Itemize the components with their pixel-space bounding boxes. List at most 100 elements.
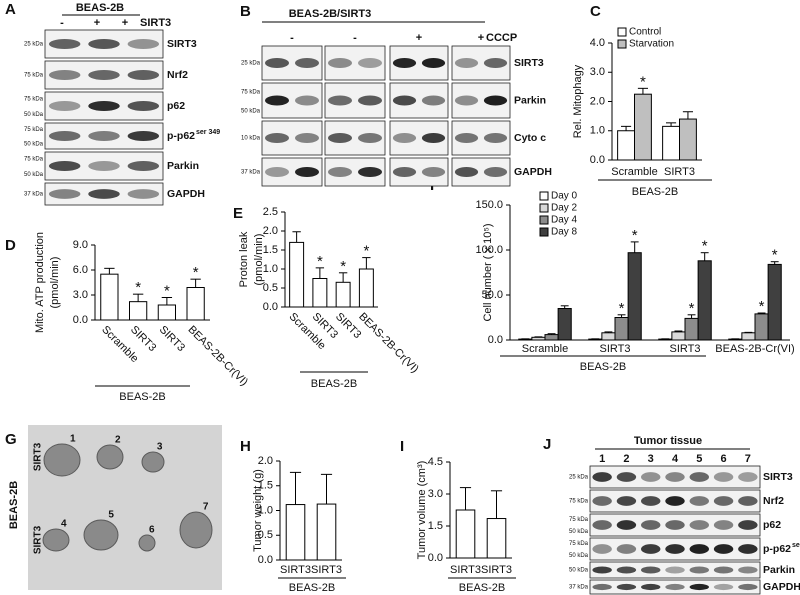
panel-letter: I (400, 438, 404, 455)
legend-label: Control (629, 27, 661, 38)
blot-band (641, 472, 661, 482)
mw-marker: 75 kDa (24, 73, 44, 79)
protein-label-sup: ser 349 (196, 129, 220, 136)
blot-band (592, 544, 612, 554)
lane-label: - (290, 32, 294, 44)
significance-mark: * (619, 300, 625, 317)
blot-band (358, 58, 382, 68)
tumor-number: 7 (203, 502, 209, 513)
condition-label: SIRT3 (140, 17, 171, 29)
blot-band (392, 58, 417, 68)
blot-band (689, 583, 709, 591)
x-tick-label: SIRT3 (664, 166, 695, 178)
blot-band (713, 472, 734, 482)
group-label: BEAS-2B (580, 361, 626, 373)
significance-mark: * (363, 243, 369, 260)
blot-band (641, 496, 661, 506)
blot-band (483, 167, 508, 177)
mw-marker: 37 kDa (24, 192, 44, 198)
blot-band (454, 95, 479, 106)
mw-marker: 75 kDa (569, 499, 589, 505)
blot-band (127, 101, 160, 111)
blot-band (738, 520, 758, 530)
y-tick-label: 150.0 (475, 199, 503, 211)
mw-marker: 50 kDa (24, 112, 44, 118)
bar (601, 332, 616, 341)
y-tick-label: 3.0 (73, 289, 88, 301)
legend-label: Day 8 (551, 227, 578, 238)
y-tick-label: 100.0 (475, 244, 503, 256)
bar (741, 332, 756, 341)
y-tick-label: 0.5 (263, 282, 278, 294)
significance-mark: * (193, 264, 199, 281)
tumor (96, 444, 124, 470)
bar (684, 317, 699, 341)
protein-label: p-p62 (167, 130, 195, 142)
y-tick-label: 0.0 (428, 552, 443, 564)
tumor-number: 3 (157, 442, 163, 453)
bar (358, 268, 374, 308)
panel-letter: H (240, 438, 251, 455)
blot-band (454, 167, 479, 177)
lane-label: + (94, 17, 100, 29)
lane-label: 1 (599, 453, 605, 465)
y-tick-label: 1.5 (428, 520, 443, 532)
bar (754, 313, 769, 341)
blot-band (295, 58, 319, 68)
mw-marker: 75 kDa (24, 97, 44, 103)
blot-band (641, 544, 661, 554)
bar (100, 273, 119, 321)
y-axis-label: (pmol/min) (253, 234, 265, 286)
blot-band (421, 95, 446, 106)
protein-label: SIRT3 (167, 38, 197, 50)
row-label: SIRT3 (33, 442, 44, 471)
mw-marker: 75 kDa (569, 517, 589, 523)
significance-mark: * (164, 282, 170, 299)
lane-label: 3 (648, 453, 654, 465)
panel-letter: G (5, 431, 17, 448)
blot-strip (589, 561, 761, 579)
mw-marker: 10 kDa (241, 136, 261, 142)
blot-band (328, 167, 352, 177)
legend-label: Day 4 (551, 215, 578, 226)
blot-band (48, 131, 81, 141)
blot-band (48, 39, 81, 49)
blot-band (392, 95, 417, 106)
x-tick-label: BEAS-2B-Cr(VI) (185, 324, 250, 389)
protein-label-sup: ser 349 (792, 542, 800, 549)
bar (335, 281, 351, 308)
blot-band (48, 101, 81, 111)
y-tick-label: 0.0 (590, 154, 605, 166)
protein-label: Parkin (514, 94, 546, 106)
lane-label: 6 (721, 453, 727, 465)
y-tick-label: 1.0 (258, 504, 273, 516)
blot-band (127, 131, 160, 141)
protein-label: GAPDH (514, 166, 552, 178)
significance-mark: * (702, 238, 708, 255)
blot-band (88, 70, 120, 80)
mw-marker: 37 kDa (241, 170, 261, 176)
x-tick-label: SIRT3 (450, 564, 481, 576)
bar (312, 278, 328, 308)
tumor-number: 4 (61, 519, 67, 530)
blot-band (295, 167, 319, 177)
bar (316, 503, 337, 561)
blot-band (665, 520, 685, 530)
protein-label: Nrf2 (167, 69, 188, 81)
bar (679, 118, 697, 161)
blot-header: BEAS-2B/SIRT3 (289, 8, 372, 20)
lane-label: + (478, 32, 484, 44)
panel-letter: E (233, 205, 243, 222)
blot-band (713, 566, 734, 574)
bar (614, 317, 629, 341)
mw-marker: 50 kDa (569, 553, 589, 559)
blot-band (88, 189, 120, 199)
blot-band (358, 167, 382, 177)
legend-swatch (617, 27, 627, 37)
blot-band (48, 189, 81, 199)
y-tick-label: 0.0 (73, 314, 88, 326)
mw-marker: 75 kDa (24, 127, 44, 133)
mw-marker: 50 kDa (24, 172, 44, 178)
condition-label: CCCP (486, 32, 517, 44)
significance-mark: * (135, 279, 141, 296)
